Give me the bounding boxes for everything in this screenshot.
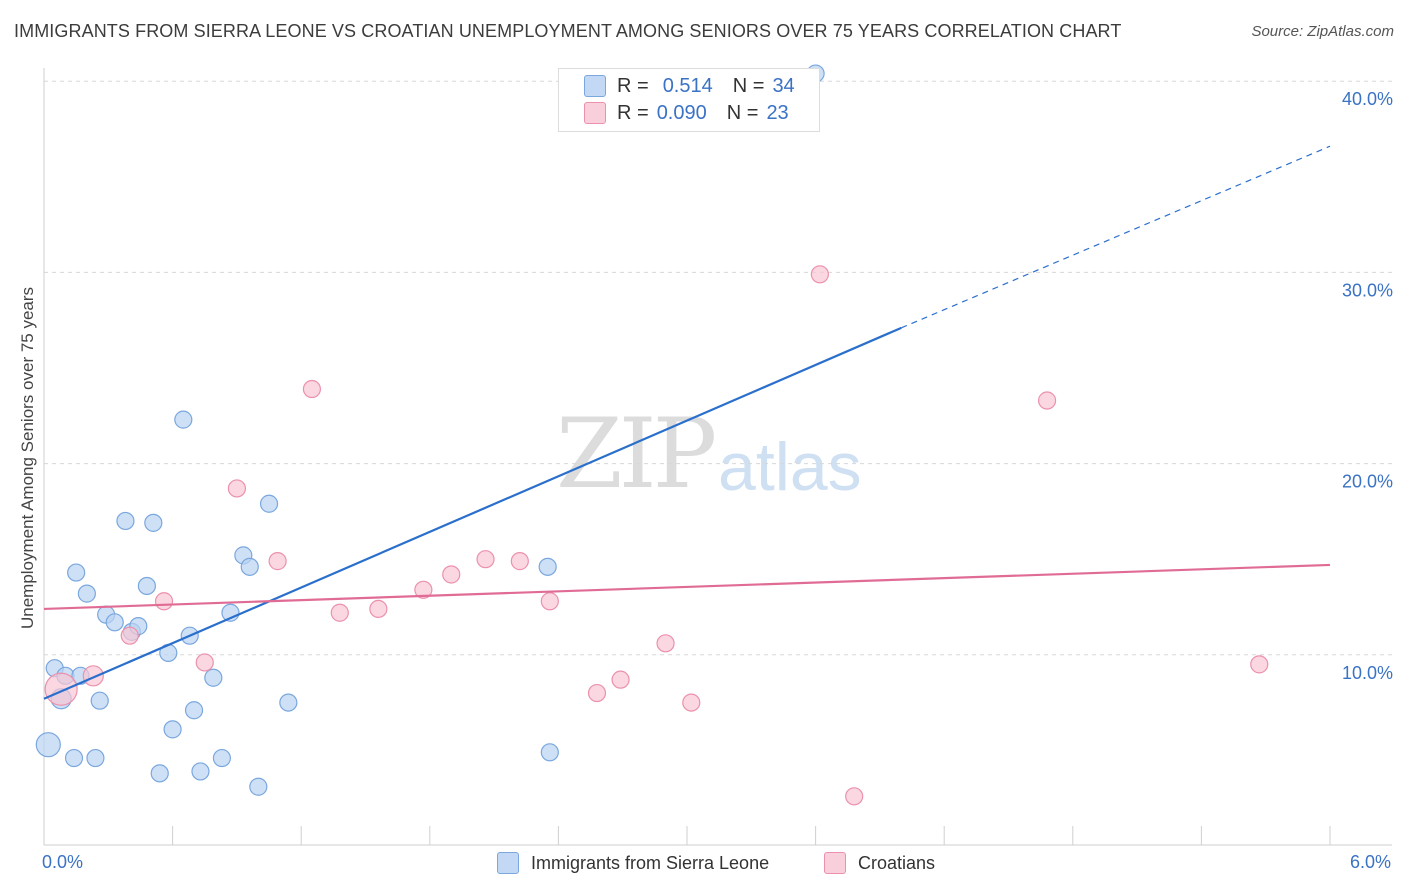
data-point-croatians bbox=[540, 592, 559, 611]
data-point-sierra-leone bbox=[67, 563, 86, 582]
data-point-croatians bbox=[195, 653, 214, 672]
data-point-sierra-leone bbox=[540, 743, 559, 762]
series-legend: Immigrants from Sierra Leone Croatians bbox=[0, 852, 1406, 878]
legend-r-value: 0.514 bbox=[662, 74, 713, 97]
watermark-atlas: atlas bbox=[718, 429, 862, 505]
data-point-sierra-leone bbox=[64, 748, 84, 768]
data-point-sierra-leone bbox=[240, 557, 259, 576]
data-point-sierra-leone bbox=[90, 691, 109, 710]
data-point-sierra-leone bbox=[174, 410, 193, 429]
legend-swatch-pink bbox=[824, 852, 846, 874]
legend-r-value: 0.090 bbox=[656, 101, 707, 124]
data-point-croatians bbox=[1250, 655, 1269, 674]
legend-swatch-pink bbox=[584, 102, 606, 124]
data-point-sierra-leone bbox=[35, 732, 61, 758]
data-point-croatians bbox=[845, 787, 864, 806]
data-point-sierra-leone bbox=[184, 701, 204, 720]
data-point-croatians bbox=[154, 592, 174, 611]
data-point-sierra-leone bbox=[259, 494, 279, 513]
y-tick-label: 20.0% bbox=[1342, 472, 1393, 492]
legend-n-value: 34 bbox=[772, 74, 795, 97]
x-tick-max: 6.0% bbox=[1350, 852, 1392, 872]
data-point-croatians bbox=[44, 672, 78, 706]
legend-label-sierra-leone: Immigrants from Sierra Leone bbox=[531, 852, 770, 873]
y-tick-label: 40.0% bbox=[1342, 89, 1393, 109]
data-point-sierra-leone bbox=[77, 584, 96, 603]
data-point-croatians bbox=[227, 479, 246, 498]
data-point-sierra-leone bbox=[105, 613, 124, 632]
data-point-sierra-leone bbox=[137, 576, 156, 596]
data-point-sierra-leone bbox=[204, 668, 223, 687]
data-point-sierra-leone bbox=[538, 557, 557, 576]
legend-r-label: R = bbox=[617, 101, 649, 124]
data-point-sierra-leone bbox=[212, 748, 231, 768]
y-tick-label: 10.0% bbox=[1342, 663, 1393, 683]
x-tick-min: 0.0% bbox=[42, 852, 84, 872]
data-point-croatians bbox=[120, 626, 139, 645]
correlation-legend: R = 0.514 N = 34 R = 0.090 N = 23 bbox=[558, 68, 820, 132]
data-point-sierra-leone bbox=[279, 693, 298, 712]
legend-swatch-blue bbox=[584, 75, 606, 97]
trend-line-sierra-leone bbox=[43, 326, 902, 700]
chart-title: IMMIGRANTS FROM SIERRA LEONE VS CROATIAN… bbox=[14, 21, 1122, 41]
legend-row-blue: R = 0.514 N = 34 bbox=[584, 73, 795, 99]
data-point-croatians bbox=[611, 670, 630, 689]
legend-item-croatians: Croatians bbox=[824, 852, 935, 874]
trend-line-croatians bbox=[43, 563, 1331, 611]
data-point-sierra-leone bbox=[150, 764, 169, 783]
y-tick-label: 30.0% bbox=[1342, 280, 1393, 300]
data-point-croatians bbox=[682, 693, 701, 712]
source-credit: Source: ZipAtlas.com bbox=[1251, 23, 1394, 40]
data-point-croatians bbox=[510, 552, 529, 571]
data-point-sierra-leone bbox=[144, 513, 163, 532]
data-point-croatians bbox=[330, 603, 349, 622]
legend-n-value: 23 bbox=[766, 101, 789, 124]
data-point-croatians bbox=[302, 379, 322, 399]
legend-r-label: R = bbox=[617, 74, 649, 97]
legend-swatch-blue bbox=[497, 852, 519, 874]
legend-label-croatians: Croatians bbox=[858, 852, 936, 873]
data-point-croatians bbox=[476, 550, 495, 569]
trend-line-sierra-leone-extension bbox=[901, 145, 1331, 329]
legend-n-label: N = bbox=[732, 74, 765, 97]
legend-item-sierra-leone: Immigrants from Sierra Leone bbox=[497, 852, 769, 874]
data-point-croatians bbox=[587, 683, 607, 703]
data-point-croatians bbox=[656, 634, 675, 653]
data-point-sierra-leone bbox=[116, 511, 135, 531]
data-point-sierra-leone bbox=[249, 777, 268, 796]
data-point-sierra-leone bbox=[163, 720, 182, 739]
data-point-croatians bbox=[369, 599, 388, 619]
data-point-croatians bbox=[442, 565, 461, 584]
legend-row-pink: R = 0.090 N = 23 bbox=[584, 100, 789, 126]
data-point-sierra-leone bbox=[191, 762, 210, 781]
data-point-croatians bbox=[82, 665, 104, 687]
data-point-croatians bbox=[810, 265, 829, 284]
legend-n-label: N = bbox=[726, 101, 759, 124]
data-point-croatians bbox=[1037, 391, 1057, 410]
data-point-croatians bbox=[414, 580, 433, 599]
data-point-croatians bbox=[268, 552, 287, 571]
data-point-sierra-leone bbox=[86, 748, 105, 768]
watermark-zip: ZIP bbox=[556, 398, 717, 510]
